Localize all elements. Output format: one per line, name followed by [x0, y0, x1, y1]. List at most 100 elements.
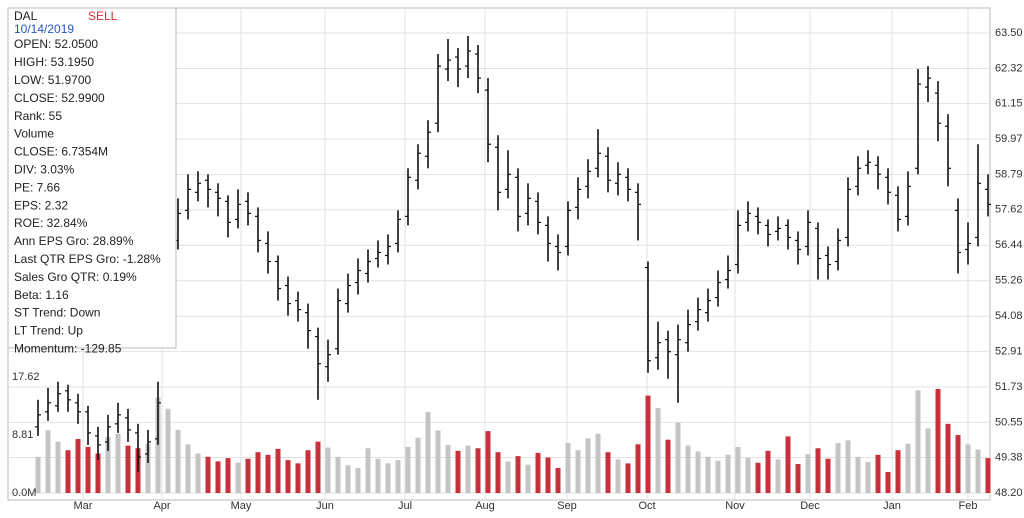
volume-bar: [235, 462, 241, 493]
volume-bar: [585, 438, 591, 493]
volume-bar: [55, 441, 61, 493]
info-line: Sales Gro QTR: 0.19%: [14, 270, 137, 284]
signal: SELL: [88, 9, 118, 23]
info-line: HIGH: 53.1950: [14, 55, 94, 69]
y2-tick-label: 8.81: [12, 429, 33, 441]
volume-bar: [665, 439, 671, 493]
price-bars: [35, 36, 991, 472]
date: 10/14/2019: [14, 22, 74, 36]
x-tick-label: May: [231, 500, 252, 512]
volume-bar: [855, 456, 861, 493]
volume-bar: [515, 456, 521, 493]
volume-bar: [325, 447, 331, 493]
volume-bar: [545, 457, 551, 493]
x-tick-label: Mar: [74, 500, 93, 512]
info-line: ST Trend: Down: [14, 306, 100, 320]
volume-bar: [445, 444, 451, 493]
volume-bar: [205, 456, 211, 493]
volume-bar: [965, 444, 971, 493]
volume-bar: [375, 458, 381, 493]
y-tick-label: 57.62: [995, 204, 1023, 216]
volume-bar: [455, 450, 461, 493]
volume-bar: [315, 441, 321, 493]
volume-bar: [745, 458, 751, 493]
info-line: Volume: [14, 127, 54, 141]
volume-bar: [795, 464, 801, 493]
y-tick-label: 59.97: [995, 133, 1023, 145]
volume-bar: [155, 397, 161, 493]
volume-bar: [485, 431, 491, 493]
volume-bar: [195, 453, 201, 493]
volume-bar: [265, 454, 271, 493]
volume-bar: [525, 464, 531, 493]
volume-bar: [245, 458, 251, 493]
volume-bar: [335, 456, 341, 493]
volume-bar: [645, 395, 651, 493]
y-tick-label: 56.44: [995, 239, 1023, 251]
volume-bar: [215, 461, 221, 493]
info-line: Last QTR EPS Gro: -1.28%: [14, 252, 161, 266]
volume-bar: [405, 446, 411, 493]
volume-bar: [555, 467, 561, 493]
volume-bar: [105, 437, 111, 493]
volume-bar: [895, 450, 901, 493]
volume-bar: [465, 445, 471, 493]
y-tick-label: 49.38: [995, 451, 1023, 463]
info-line: EPS: 2.32: [14, 198, 68, 212]
volume-bar: [695, 451, 701, 493]
x-tick-label: Aug: [475, 500, 495, 512]
x-tick-label: Nov: [725, 500, 745, 512]
info-panel: DAL SELL 10/14/2019 OPEN: 52.0500 HIGH: 5…: [7, 7, 177, 355]
volume-bar: [685, 445, 691, 493]
volume-bar: [275, 448, 281, 493]
volume-bar: [865, 462, 871, 493]
y2-tick-label: 0.0M: [12, 487, 36, 499]
volume-bar: [885, 471, 891, 493]
x-tick-label: Dec: [800, 500, 820, 512]
x-tick-label: Feb: [959, 500, 978, 512]
x-tick-label: Apr: [153, 500, 170, 512]
volume-bar: [345, 465, 351, 493]
volume-bar: [675, 422, 681, 493]
volume-bar: [595, 433, 601, 493]
volume-bar: [295, 463, 301, 493]
y-tick-label: 62.32: [995, 62, 1023, 74]
volume-bar: [935, 388, 941, 493]
volume-bar: [705, 456, 711, 493]
volume-bar: [775, 459, 781, 493]
volume-bar: [145, 443, 151, 493]
info-line: Beta: 1.16: [14, 288, 69, 302]
info-line: DIV: 3.03%: [14, 162, 75, 176]
y-tick-label: 61.15: [995, 98, 1023, 110]
info-line: LT Trend: Up: [14, 324, 83, 338]
volume-bar: [165, 408, 171, 493]
volume-bar: [225, 458, 231, 493]
volume-bar: [825, 458, 831, 493]
volume-bar: [925, 428, 931, 493]
volume-bar: [915, 390, 921, 493]
volume-bar: [655, 408, 661, 493]
volume-bar: [435, 430, 441, 493]
volume-bar: [535, 452, 541, 493]
volume-bar: [715, 460, 721, 493]
volume-bar: [425, 412, 431, 493]
volume-bar: [475, 448, 481, 493]
y-tick-label: 51.73: [995, 381, 1023, 393]
y-tick-label: 50.55: [995, 416, 1023, 428]
volume-bar: [125, 445, 131, 493]
volume-bar: [415, 437, 421, 493]
volume-bar: [285, 460, 291, 493]
y2-tick-label: 17.62: [12, 371, 40, 383]
info-line: Ann EPS Gro: 28.89%: [14, 234, 134, 248]
info-line: LOW: 51.9700: [14, 73, 91, 87]
volume-bar: [495, 452, 501, 493]
volume-bar: [45, 430, 51, 493]
y-tick-label: 58.79: [995, 169, 1023, 181]
volume-bar: [575, 450, 581, 493]
volume-bar: [735, 446, 741, 493]
volume-bar: [255, 452, 261, 493]
info-line: CLOSE: 52.9900: [14, 91, 105, 105]
volume-bar: [805, 454, 811, 493]
volume-bar: [835, 442, 841, 493]
